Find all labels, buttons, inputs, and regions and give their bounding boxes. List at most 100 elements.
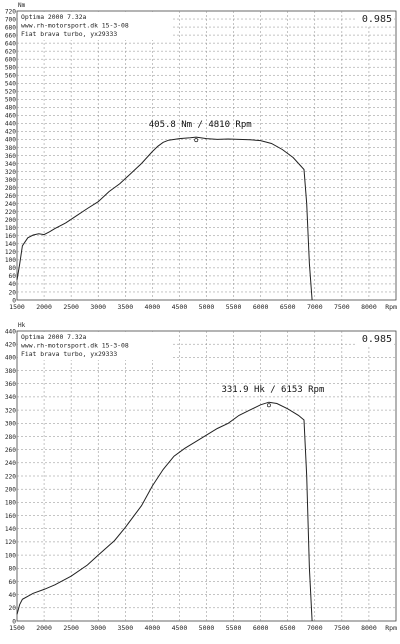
y-tick-label: 340 [5, 394, 16, 401]
y-tick-label: 580 [5, 64, 16, 71]
y-tick-label: 400 [5, 355, 16, 362]
y-tick-label: 440 [5, 328, 16, 335]
y-tick-label: 60 [9, 273, 17, 280]
y-tick-label: 20 [9, 605, 17, 612]
y-tick-label: 300 [5, 421, 16, 428]
y-tick-label: 560 [5, 73, 16, 80]
x-tick-label: 8000 [361, 624, 377, 632]
x-tick-label: 6000 [253, 624, 269, 632]
x-tick-label: 4500 [172, 624, 188, 632]
x-axis-label: Rpm [385, 303, 397, 311]
y-tick-label: 280 [5, 185, 16, 192]
y-tick-label: 80 [9, 265, 17, 272]
correction-factor: 0.985 [362, 14, 392, 25]
x-tick-label: 7500 [334, 624, 350, 632]
y-tick-label: 160 [5, 513, 16, 520]
x-tick-label: 5000 [199, 624, 215, 632]
y-tick-label: 200 [5, 217, 16, 224]
y-tick-label: 120 [5, 539, 16, 546]
x-tick-label: 2500 [63, 624, 79, 632]
y-tick-label: 680 [5, 24, 16, 31]
x-tick-label: 2000 [36, 624, 52, 632]
y-tick-label: 640 [5, 40, 16, 47]
y-tick-label: 80 [9, 566, 17, 573]
header-line: Fiat brava turbo, yx29333 [21, 30, 117, 38]
y-tick-label: 140 [5, 241, 16, 248]
y-tick-label: 180 [5, 225, 16, 232]
y-tick-label: 240 [5, 201, 16, 208]
y-axis-label: Hk [18, 322, 26, 329]
y-tick-label: 320 [5, 169, 16, 176]
y-tick-label: 40 [9, 592, 17, 599]
header-box [18, 332, 173, 360]
y-tick-label: 300 [5, 177, 16, 184]
y-tick-label: 400 [5, 137, 16, 144]
y-tick-label: 320 [5, 407, 16, 414]
y-tick-label: 280 [5, 434, 16, 441]
header-line: www.rh-motorsport.dk 15-3-08 [21, 342, 129, 350]
y-tick-label: 420 [5, 341, 16, 348]
curve-line [16, 401, 313, 622]
x-tick-label: 5500 [226, 303, 242, 311]
y-tick-label: 420 [5, 129, 16, 136]
header-line: Fiat brava turbo, yx29333 [21, 350, 117, 358]
x-tick-label: 7000 [307, 624, 323, 632]
x-tick-label: 8000 [361, 303, 377, 311]
y-tick-label: 340 [5, 161, 16, 168]
peak-marker [194, 138, 199, 143]
x-tick-label: 6000 [253, 303, 269, 311]
y-tick-label: 500 [5, 97, 16, 104]
x-tick-label: 1500 [9, 624, 25, 632]
y-axis-label: Nm [18, 2, 26, 9]
y-tick-label: 220 [5, 473, 16, 480]
y-tick-label: 0 [12, 297, 16, 304]
x-tick-label: 5500 [226, 624, 242, 632]
y-tick-label: 720 [5, 8, 16, 15]
y-tick-label: 700 [5, 16, 16, 23]
y-tick-label: 260 [5, 447, 16, 454]
corner-box [356, 332, 394, 346]
header-line: Optima 2000 7.32a [21, 13, 87, 21]
y-tick-label: 620 [5, 48, 16, 55]
y-tick-label: 20 [9, 289, 17, 296]
x-axis-label: Rpm [385, 624, 397, 632]
corner-box [356, 12, 394, 26]
y-tick-label: 160 [5, 233, 16, 240]
y-tick-label: 520 [5, 89, 16, 96]
peak-marker [266, 403, 271, 408]
x-tick-label: 3500 [117, 624, 133, 632]
y-tick-label: 380 [5, 368, 16, 375]
header-line: www.rh-motorsport.dk 15-3-08 [21, 22, 129, 30]
y-tick-label: 600 [5, 56, 16, 63]
x-tick-label: 6500 [280, 303, 296, 311]
correction-factor: 0.985 [362, 334, 392, 345]
x-tick-label: 4000 [145, 624, 161, 632]
y-tick-label: 240 [5, 460, 16, 467]
header-line: Optima 2000 7.32a [21, 333, 87, 341]
y-tick-label: 440 [5, 121, 16, 128]
y-tick-label: 480 [5, 105, 16, 112]
peak-label: 405.8 Nm / 4810 Rpm [149, 120, 252, 130]
y-tick-label: 360 [5, 153, 16, 160]
y-tick-label: 120 [5, 249, 16, 256]
x-tick-label: 7000 [307, 303, 323, 311]
x-tick-label: 2000 [36, 303, 52, 311]
y-tick-label: 180 [5, 500, 16, 507]
y-tick-label: 220 [5, 209, 16, 216]
y-tick-label: 60 [9, 579, 17, 586]
y-tick-label: 540 [5, 81, 16, 88]
x-tick-label: 2500 [63, 303, 79, 311]
y-tick-label: 140 [5, 526, 16, 533]
x-tick-label: 1500 [9, 303, 25, 311]
y-tick-label: 100 [5, 552, 16, 559]
x-tick-label: 4500 [172, 303, 188, 311]
y-tick-label: 380 [5, 145, 16, 152]
peak-label: 331.9 Hk / 6153 Rpm [221, 385, 324, 395]
y-tick-label: 260 [5, 193, 16, 200]
x-tick-label: 3000 [90, 303, 106, 311]
y-tick-label: 460 [5, 113, 16, 120]
x-tick-label: 3500 [117, 303, 133, 311]
y-tick-label: 100 [5, 257, 16, 264]
